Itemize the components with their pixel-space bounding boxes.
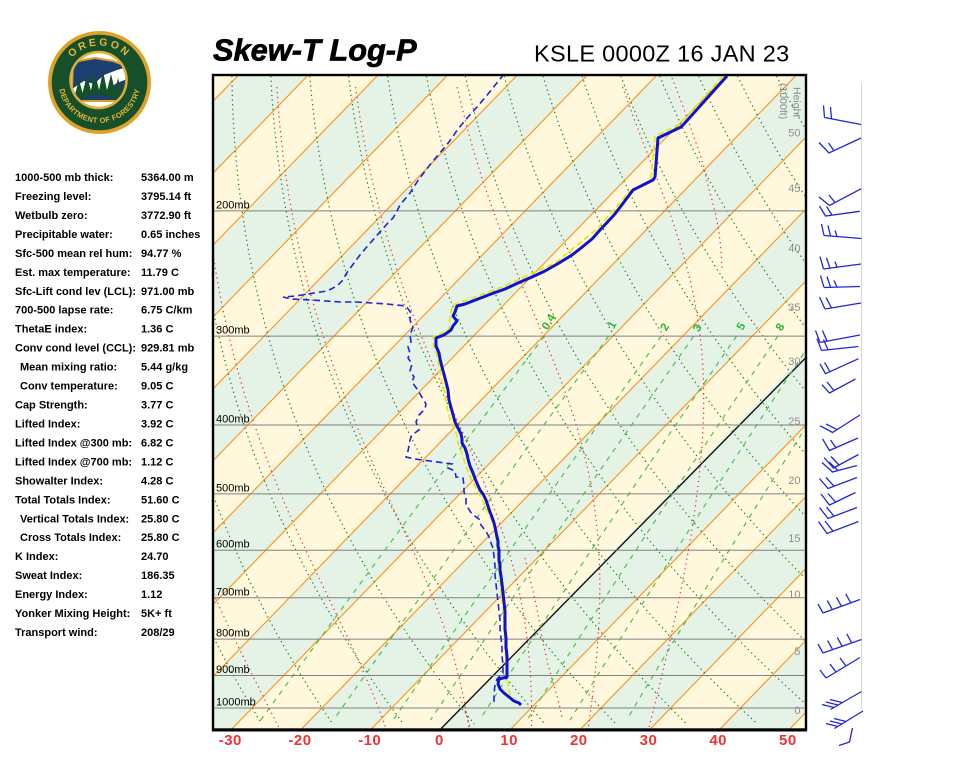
svg-text:Conv temperature:: Conv temperature: [20, 381, 118, 393]
svg-text:Energy Index:: Energy Index: [15, 589, 88, 601]
svg-text:1000mb: 1000mb [216, 697, 256, 709]
svg-text:6.75 C/km: 6.75 C/km [141, 305, 193, 317]
svg-text:0: 0 [794, 705, 800, 717]
svg-text:1000-500 mb thick:: 1000-500 mb thick: [15, 172, 113, 184]
svg-text:K Index:: K Index: [15, 551, 58, 563]
svg-text:0: 0 [435, 732, 444, 749]
svg-text:Height: Height [791, 87, 803, 117]
svg-text:94.77 %: 94.77 % [141, 248, 182, 260]
svg-text:500mb: 500mb [216, 482, 250, 494]
svg-text:25: 25 [788, 416, 800, 428]
svg-text:0.65 inches: 0.65 inches [141, 229, 200, 241]
svg-text:Wetbulb zero:: Wetbulb zero: [15, 210, 88, 222]
svg-text:Lifted Index:: Lifted Index: [15, 419, 80, 431]
svg-text:Sfc-Lift cond lev (LCL):: Sfc-Lift cond lev (LCL): [15, 286, 136, 298]
svg-text:Transport wind:: Transport wind: [15, 627, 98, 639]
svg-text:45: 45 [788, 183, 800, 195]
svg-text:Freezing level:: Freezing level: [15, 191, 91, 203]
svg-text:25.80 C: 25.80 C [141, 532, 180, 544]
svg-text:Yonker Mixing Height:: Yonker Mixing Height: [15, 608, 130, 620]
svg-text:51.60 C: 51.60 C [141, 494, 180, 506]
svg-text:11.79 C: 11.79 C [141, 267, 179, 279]
svg-text:Skew-T Log-P: Skew-T Log-P [213, 33, 417, 68]
svg-text:1.36 C: 1.36 C [141, 324, 173, 336]
svg-text:KSLE 0000Z 16 JAN 23: KSLE 0000Z 16 JAN 23 [534, 40, 790, 66]
svg-text:ThetaE index:: ThetaE index: [15, 324, 87, 336]
svg-text:40: 40 [788, 243, 800, 255]
svg-text:600mb: 600mb [216, 539, 250, 551]
svg-text:Precipitable water:: Precipitable water: [15, 229, 113, 241]
svg-text:9.05 C: 9.05 C [141, 381, 173, 393]
svg-text:3772.90 ft: 3772.90 ft [141, 210, 191, 222]
svg-text:3795.14 ft: 3795.14 ft [141, 191, 191, 203]
svg-text:15: 15 [788, 533, 800, 545]
svg-text:4.28 C: 4.28 C [141, 475, 173, 487]
svg-text:800mb: 800mb [216, 628, 250, 640]
svg-text:Showalter Index:: Showalter Index: [15, 475, 103, 487]
svg-text:Conv cond level (CCL):: Conv cond level (CCL): [15, 343, 136, 355]
svg-text:-30: -30 [219, 732, 242, 749]
svg-text:Sweat Index:: Sweat Index: [15, 570, 82, 582]
svg-text:(1000ft): (1000ft) [777, 83, 789, 119]
svg-text:Cross Totals Index:: Cross Totals Index: [20, 532, 121, 544]
svg-text:10: 10 [788, 589, 800, 601]
svg-text:3.77 C: 3.77 C [141, 400, 173, 412]
svg-text:5.44 g/kg: 5.44 g/kg [141, 362, 188, 374]
svg-text:1.12: 1.12 [141, 589, 162, 601]
svg-text:10: 10 [500, 732, 518, 749]
svg-text:40: 40 [709, 732, 727, 749]
svg-text:5: 5 [794, 646, 800, 658]
svg-text:6.82 C: 6.82 C [141, 437, 173, 449]
svg-text:3.92 C: 3.92 C [141, 419, 173, 431]
svg-text:700-500 lapse rate:: 700-500 lapse rate: [15, 305, 113, 317]
svg-text:971.00 mb: 971.00 mb [141, 286, 194, 298]
svg-text:186.35: 186.35 [141, 570, 175, 582]
svg-text:3: 3 [691, 322, 705, 334]
svg-text:Lifted Index @300 mb:: Lifted Index @300 mb: [15, 437, 132, 449]
svg-text:30: 30 [640, 732, 658, 749]
svg-text:Cap Strength:: Cap Strength: [15, 400, 88, 412]
svg-text:5K+ ft: 5K+ ft [141, 608, 172, 620]
svg-text:25.80 C: 25.80 C [141, 513, 180, 525]
svg-text:Est. max temperature:: Est. max temperature: [15, 267, 131, 279]
svg-text:900mb: 900mb [216, 664, 250, 676]
svg-text:2: 2 [659, 322, 673, 334]
svg-text:400mb: 400mb [216, 414, 250, 426]
svg-text:300mb: 300mb [216, 325, 250, 337]
svg-text:35: 35 [788, 302, 800, 314]
svg-text:Sfc-500 mean rel hum:: Sfc-500 mean rel hum: [15, 248, 132, 260]
svg-text:-20: -20 [288, 732, 311, 749]
svg-text:Lifted Index @700 mb:: Lifted Index @700 mb: [15, 456, 132, 468]
svg-text:20: 20 [788, 475, 800, 487]
svg-text:Vertical Totals Index:: Vertical Totals Index: [20, 513, 129, 525]
svg-text:50: 50 [779, 732, 797, 749]
svg-text:1.12 C: 1.12 C [141, 456, 173, 468]
svg-text:-10: -10 [358, 732, 381, 749]
svg-text:208/29: 208/29 [141, 627, 175, 639]
svg-text:30: 30 [788, 356, 800, 368]
svg-text:50: 50 [788, 127, 800, 139]
svg-text:Mean mixing ratio:: Mean mixing ratio: [20, 362, 117, 374]
svg-text:20: 20 [570, 732, 588, 749]
svg-text:5364.00 m: 5364.00 m [141, 172, 194, 184]
svg-text:24.70: 24.70 [141, 551, 169, 563]
svg-text:Total Totals Index:: Total Totals Index: [15, 494, 111, 506]
svg-text:200mb: 200mb [216, 199, 250, 211]
svg-text:929.81 mb: 929.81 mb [141, 343, 194, 355]
svg-text:700mb: 700mb [216, 586, 250, 598]
